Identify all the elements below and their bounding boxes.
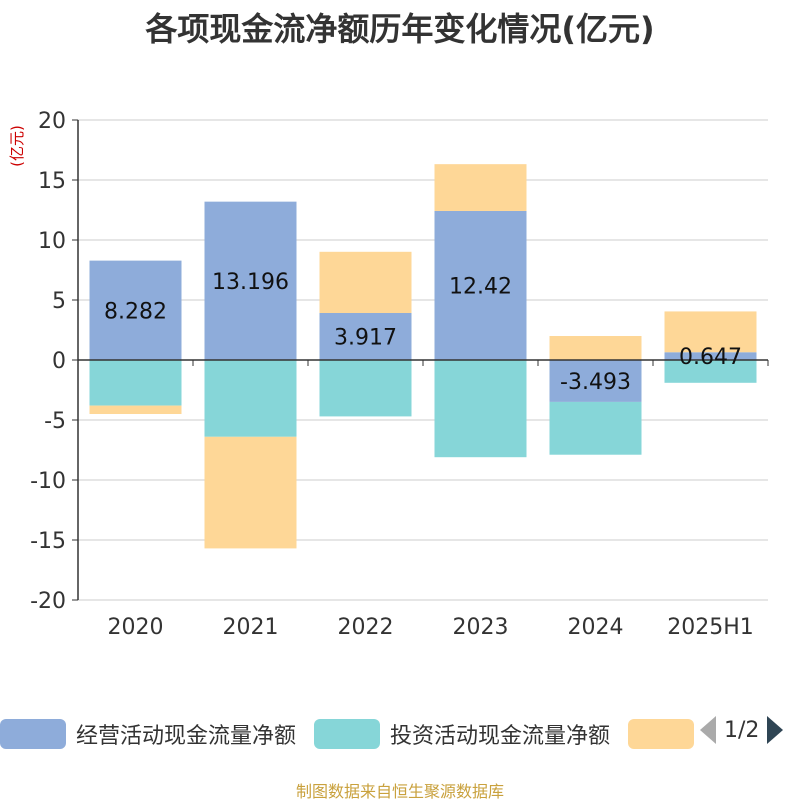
chart-title: 各项现金流净额历年变化情况(亿元) bbox=[145, 10, 655, 48]
legend-item-financing[interactable] bbox=[628, 719, 695, 749]
chevron-left-icon[interactable] bbox=[700, 716, 716, 744]
x-tick-label: 2020 bbox=[108, 615, 164, 640]
bar-financing-2022 bbox=[319, 251, 412, 313]
x-tick-label: 2023 bbox=[453, 615, 509, 640]
bar-operating-2021 bbox=[204, 201, 297, 360]
legend: 经营活动现金流量净额 投资活动现金流量净额 bbox=[0, 712, 712, 756]
data-label: 13.196 bbox=[212, 270, 289, 295]
y-tick-label: 15 bbox=[38, 169, 66, 194]
data-label: -3.493 bbox=[560, 370, 631, 395]
bar-investing-2020 bbox=[89, 360, 182, 406]
bar-operating-2025H1 bbox=[664, 352, 757, 360]
y-tick-label: -5 bbox=[44, 409, 66, 434]
legend-swatch-investing bbox=[314, 719, 381, 749]
axis-layer: 20 15 10 5 0 -5 -10 -15 -20 (亿元) 2020 2021 2022 2023 2… bbox=[8, 109, 769, 640]
y-tick-label: 0 bbox=[52, 349, 66, 374]
source-footer: 制图数据来自恒生聚源数据库 bbox=[295, 782, 504, 801]
y-tick-label: -15 bbox=[30, 529, 66, 554]
data-label: 12.42 bbox=[449, 274, 512, 299]
data-label: 8.282 bbox=[104, 299, 167, 324]
x-tick-label: 2025H1 bbox=[667, 615, 754, 640]
y-axis-title: (亿元) bbox=[8, 125, 26, 167]
bar-operating-2023 bbox=[434, 210, 527, 360]
legend-pager: 1/2 bbox=[700, 716, 784, 744]
y-tick-label: -10 bbox=[30, 469, 66, 494]
bar-investing-2024 bbox=[549, 401, 642, 455]
bar-financing-2023 bbox=[434, 164, 527, 211]
bar-financing-2025H1 bbox=[664, 311, 757, 353]
legend-page-indicator: 1/2 bbox=[724, 717, 760, 743]
legend-swatch-operating bbox=[0, 719, 66, 749]
bar-operating-2020 bbox=[89, 260, 182, 360]
legend-swatch-financing bbox=[628, 719, 695, 749]
bars-layer bbox=[89, 164, 757, 549]
data-label: 3.917 bbox=[334, 325, 397, 350]
legend-label-investing: 投资活动现金流量净额 bbox=[390, 724, 611, 749]
bar-operating-2022 bbox=[319, 312, 412, 360]
y-tick-label: -20 bbox=[30, 589, 66, 614]
x-tick-label: 2021 bbox=[223, 615, 279, 640]
y-tick-label: 5 bbox=[52, 289, 66, 314]
chevron-right-icon[interactable] bbox=[767, 716, 784, 744]
bar-investing-2025H1 bbox=[664, 360, 757, 383]
x-tick-label: 2024 bbox=[568, 615, 624, 640]
labels-layer: 8.282 13.196 3.917 12.42 -3.493 0.647 bbox=[104, 270, 742, 395]
bar-financing-2024 bbox=[549, 336, 642, 360]
bar-investing-2022 bbox=[319, 360, 412, 417]
bar-financing-2021 bbox=[204, 436, 297, 549]
legend-label-operating: 经营活动现金流量净额 bbox=[76, 724, 297, 749]
legend-item-operating[interactable]: 经营活动现金流量净额 bbox=[0, 718, 296, 750]
grid-layer bbox=[78, 119, 768, 601]
legend-item-investing[interactable]: 投资活动现金流量净额 bbox=[314, 718, 610, 750]
bar-investing-2023 bbox=[434, 360, 527, 458]
bar-operating-2024 bbox=[549, 360, 642, 402]
x-tick-label: 2022 bbox=[338, 615, 394, 640]
data-label: 0.647 bbox=[679, 345, 742, 370]
y-tick-label: 10 bbox=[38, 229, 66, 254]
bar-financing-2020 bbox=[89, 405, 182, 414]
bar-investing-2021 bbox=[204, 360, 297, 437]
chart-area: 20 15 10 5 0 -5 -10 -15 -20 (亿元) 2020 2021 2022 2023 2… bbox=[8, 109, 769, 640]
y-tick-label: 20 bbox=[38, 109, 66, 134]
